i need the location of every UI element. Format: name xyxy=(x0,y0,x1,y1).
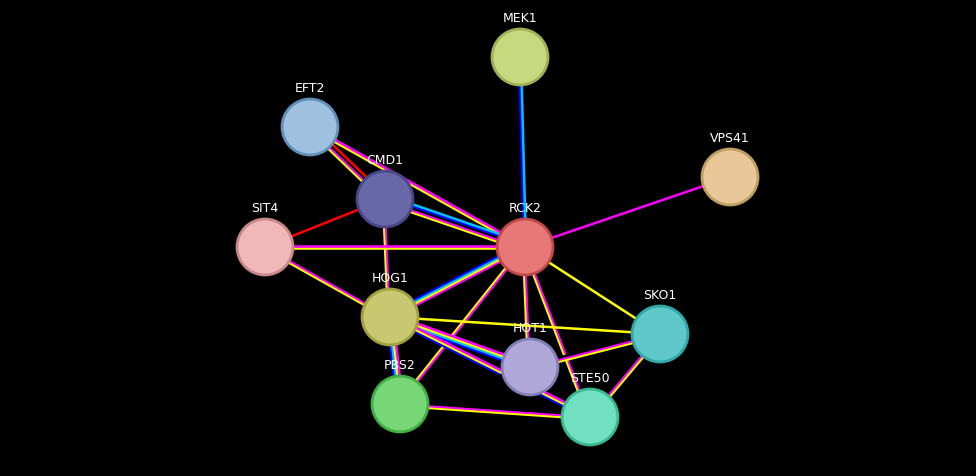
Text: EFT2: EFT2 xyxy=(295,82,325,95)
Circle shape xyxy=(357,172,413,228)
Circle shape xyxy=(502,339,558,395)
Circle shape xyxy=(562,389,618,445)
Text: PBS2: PBS2 xyxy=(385,358,416,371)
Circle shape xyxy=(702,149,758,206)
Text: HOT1: HOT1 xyxy=(512,321,548,334)
Circle shape xyxy=(237,219,293,276)
Text: RCK2: RCK2 xyxy=(508,201,542,215)
Text: VPS41: VPS41 xyxy=(711,132,750,145)
Text: MEK1: MEK1 xyxy=(503,12,538,25)
Text: STE50: STE50 xyxy=(570,371,610,384)
Text: SIT4: SIT4 xyxy=(252,201,278,215)
Text: HOG1: HOG1 xyxy=(372,271,408,284)
Circle shape xyxy=(362,289,418,345)
Text: SKO1: SKO1 xyxy=(643,288,676,301)
Circle shape xyxy=(497,219,553,276)
Circle shape xyxy=(492,30,548,86)
Text: CMD1: CMD1 xyxy=(367,154,403,167)
Circle shape xyxy=(282,100,338,156)
Circle shape xyxy=(372,376,428,432)
Circle shape xyxy=(632,307,688,362)
